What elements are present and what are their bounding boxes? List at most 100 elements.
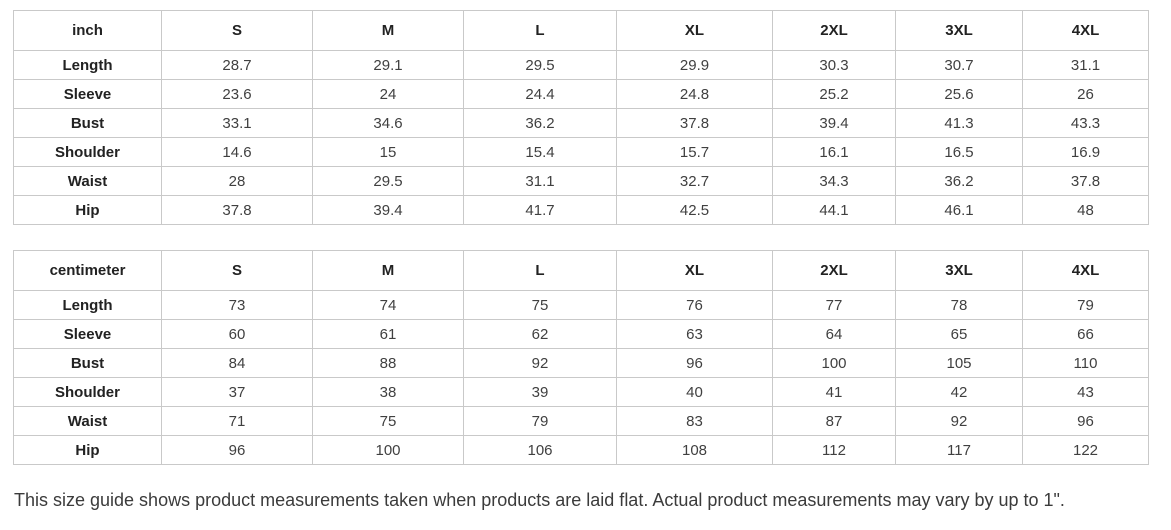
measurement-value-cell: 44.1: [772, 195, 896, 225]
measurement-value-cell: 60: [161, 319, 313, 349]
measurement-value-cell: 106: [463, 435, 617, 465]
measurement-value-cell: 78: [895, 290, 1023, 320]
measurement-value-cell: 122: [1022, 435, 1149, 465]
measurement-label-cell: Shoulder: [13, 377, 162, 407]
measurement-value-cell: 30.3: [772, 50, 896, 80]
measurement-row: Length 73 74 75 76 77 78 79: [13, 290, 1149, 320]
measurement-value-cell: 31.1: [463, 166, 617, 196]
measurement-value-cell: 15: [312, 137, 464, 167]
measurement-label-cell: Hip: [13, 435, 162, 465]
measurement-value-cell: 66: [1022, 319, 1149, 349]
measurement-label-cell: Length: [13, 50, 162, 80]
measurement-value-cell: 25.6: [895, 79, 1023, 109]
measurement-value-cell: 16.5: [895, 137, 1023, 167]
measurement-value-cell: 76: [616, 290, 773, 320]
size-header-cell: S: [161, 250, 313, 291]
size-header-cell: 2XL: [772, 250, 896, 291]
measurement-value-cell: 25.2: [772, 79, 896, 109]
measurement-row: Hip 37.8 39.4 41.7 42.5 44.1 46.1 48: [13, 195, 1149, 225]
size-header-cell: XL: [616, 10, 773, 51]
measurement-label-cell: Hip: [13, 195, 162, 225]
measurement-value-cell: 96: [161, 435, 313, 465]
measurement-value-cell: 42.5: [616, 195, 773, 225]
measurement-value-cell: 24: [312, 79, 464, 109]
size-table-centimeter: centimeter S M L XL 2XL 3XL 4XL Length 73 74 75 76 77…: [13, 250, 1149, 465]
measurement-value-cell: 48: [1022, 195, 1149, 225]
measurement-value-cell: 16.1: [772, 137, 896, 167]
measurement-row: Sleeve 23.6 24 24.4 24.8 25.2 25.6 26: [13, 79, 1149, 109]
measurement-value-cell: 110: [1022, 348, 1149, 378]
measurement-value-cell: 14.6: [161, 137, 313, 167]
measurement-value-cell: 16.9: [1022, 137, 1149, 167]
measurement-value-cell: 39.4: [772, 108, 896, 138]
measurement-row: Shoulder 14.6 15 15.4 15.7 16.1 16.5 16.9: [13, 137, 1149, 167]
measurement-value-cell: 37.8: [616, 108, 773, 138]
measurement-value-cell: 29.5: [312, 166, 464, 196]
measurement-value-cell: 15.7: [616, 137, 773, 167]
measurement-value-cell: 79: [1022, 290, 1149, 320]
measurement-value-cell: 24.4: [463, 79, 617, 109]
measurement-value-cell: 75: [463, 290, 617, 320]
measurement-value-cell: 62: [463, 319, 617, 349]
measurement-value-cell: 87: [772, 406, 896, 436]
measurement-value-cell: 33.1: [161, 108, 313, 138]
measurement-value-cell: 34.3: [772, 166, 896, 196]
size-header-row: inch S M L XL 2XL 3XL 4XL: [13, 10, 1149, 51]
measurement-value-cell: 100: [312, 435, 464, 465]
measurement-value-cell: 46.1: [895, 195, 1023, 225]
measurement-value-cell: 40: [616, 377, 773, 407]
size-header-cell: 4XL: [1022, 250, 1149, 291]
measurement-label-cell: Bust: [13, 348, 162, 378]
measurement-value-cell: 38: [312, 377, 464, 407]
measurement-value-cell: 29.9: [616, 50, 773, 80]
measurement-row: Sleeve 60 61 62 63 64 65 66: [13, 319, 1149, 349]
measurement-value-cell: 112: [772, 435, 896, 465]
measurement-value-cell: 92: [463, 348, 617, 378]
size-header-cell: 2XL: [772, 10, 896, 51]
measurement-value-cell: 29.5: [463, 50, 617, 80]
size-guide-note: This size guide shows product measuremen…: [14, 490, 1065, 510]
measurement-value-cell: 37.8: [161, 195, 313, 225]
measurement-row: Hip 96 100 106 108 112 117 122: [13, 435, 1149, 465]
measurement-value-cell: 29.1: [312, 50, 464, 80]
measurement-value-cell: 36.2: [463, 108, 617, 138]
size-table-inch: inch S M L XL 2XL 3XL 4XL Length 28.7 29.1 29.5 29.9…: [13, 10, 1149, 225]
measurement-value-cell: 61: [312, 319, 464, 349]
measurement-row: Bust 33.1 34.6 36.2 37.8 39.4 41.3 43.3: [13, 108, 1149, 138]
measurement-value-cell: 71: [161, 406, 313, 436]
measurement-value-cell: 84: [161, 348, 313, 378]
measurement-value-cell: 96: [1022, 406, 1149, 436]
size-guide-section: inch S M L XL 2XL 3XL 4XL Length 28.7 29.1 29.5 29.9…: [13, 10, 1149, 510]
measurement-value-cell: 43: [1022, 377, 1149, 407]
measurement-value-cell: 23.6: [161, 79, 313, 109]
measurement-value-cell: 108: [616, 435, 773, 465]
measurement-value-cell: 32.7: [616, 166, 773, 196]
measurement-value-cell: 100: [772, 348, 896, 378]
size-header-cell: L: [463, 250, 617, 291]
measurement-value-cell: 96: [616, 348, 773, 378]
measurement-row: Waist 28 29.5 31.1 32.7 34.3 36.2 37.8: [13, 166, 1149, 196]
measurement-label-cell: Waist: [13, 406, 162, 436]
size-header-cell: L: [463, 10, 617, 51]
measurement-value-cell: 28: [161, 166, 313, 196]
measurement-value-cell: 39: [463, 377, 617, 407]
measurement-label-cell: Sleeve: [13, 79, 162, 109]
measurement-value-cell: 83: [616, 406, 773, 436]
measurement-value-cell: 41.7: [463, 195, 617, 225]
measurement-value-cell: 36.2: [895, 166, 1023, 196]
measurement-value-cell: 117: [895, 435, 1023, 465]
measurement-row: Length 28.7 29.1 29.5 29.9 30.3 30.7 31.1: [13, 50, 1149, 80]
measurement-label-cell: Waist: [13, 166, 162, 196]
size-header-cell: 3XL: [895, 250, 1023, 291]
measurement-value-cell: 28.7: [161, 50, 313, 80]
measurement-label-cell: Length: [13, 290, 162, 320]
measurement-row: Shoulder 37 38 39 40 41 42 43: [13, 377, 1149, 407]
size-header-cell: XL: [616, 250, 773, 291]
measurement-value-cell: 88: [312, 348, 464, 378]
measurement-value-cell: 73: [161, 290, 313, 320]
measurement-value-cell: 43.3: [1022, 108, 1149, 138]
measurement-value-cell: 41.3: [895, 108, 1023, 138]
measurement-value-cell: 39.4: [312, 195, 464, 225]
measurement-value-cell: 24.8: [616, 79, 773, 109]
size-header-cell: M: [312, 250, 464, 291]
